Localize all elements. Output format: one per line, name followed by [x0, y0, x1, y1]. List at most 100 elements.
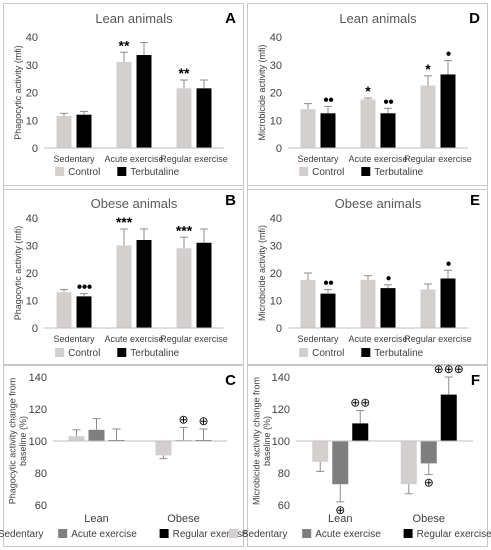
y-tick-label: 40: [270, 32, 282, 44]
significance-marker: ***: [176, 222, 193, 238]
y-tick-label: 100: [272, 436, 290, 448]
panel-letter: C: [225, 372, 236, 389]
legend-label: Control: [312, 348, 344, 359]
legend-label: Terbutaline: [130, 348, 179, 359]
bar-terbutaline: [76, 296, 92, 328]
significance-marker: ●: [445, 258, 451, 269]
bar-control: [56, 292, 72, 328]
legend-label: Control: [68, 348, 100, 359]
legend-label: Terbutaline: [374, 167, 423, 178]
x-tick-label: Obese: [167, 513, 199, 525]
bar-terbutaline: [136, 240, 152, 328]
y-tick-label: 0: [276, 323, 282, 335]
y-tick-label: 10: [270, 296, 282, 308]
bar-terbutaline: [196, 242, 212, 328]
panel-border: [3, 185, 244, 365]
legend-swatch: [58, 529, 68, 538]
y-tick-label: 60: [35, 500, 47, 512]
significance-marker: *: [365, 83, 371, 99]
y-tick-label: 40: [26, 213, 38, 225]
y-axis-label: Phagocytic activity (mfi): [13, 226, 23, 321]
y-tick-label: 60: [278, 500, 290, 512]
x-tick-label: Acute exercise: [348, 334, 407, 344]
legend-swatch: [55, 348, 65, 357]
significance-marker: *: [425, 61, 431, 77]
y-axis-label: Phagocytic activity change frombaseline …: [7, 378, 28, 505]
bar-sedentary: [312, 441, 329, 462]
y-tick-label: 10: [26, 115, 38, 127]
bar-control: [56, 116, 72, 148]
legend-swatch: [228, 529, 238, 538]
significance-marker: ●: [445, 49, 451, 60]
bar-sedentary: [400, 441, 417, 485]
y-tick-label: 140: [29, 372, 47, 384]
significance-marker: ●●: [383, 96, 394, 107]
bar-control: [420, 289, 436, 328]
bar-control: [300, 109, 316, 148]
legend-label: Sedentary: [0, 529, 43, 540]
significance-marker: ⊕: [198, 414, 208, 428]
bar-control: [116, 245, 132, 328]
x-tick-label: Sedentary: [53, 154, 95, 164]
significance-marker: ⊕: [424, 476, 434, 490]
x-tick-label: Sedentary: [297, 334, 339, 344]
y-tick-label: 100: [29, 436, 47, 448]
significance-marker: ***: [116, 214, 133, 230]
significance-marker: ●●●: [76, 282, 92, 293]
bar-sedentary: [68, 436, 85, 441]
legend-swatch: [299, 167, 309, 176]
y-axis-label: Phagocytic activity (mfi): [13, 45, 23, 140]
legend-swatch: [302, 529, 312, 538]
bar-terbutaline: [76, 114, 92, 148]
panel-letter: E: [470, 192, 480, 209]
x-tick-label: Regular exercise: [160, 334, 228, 344]
bar-terbutaline: [380, 288, 396, 328]
bar-acute-exercise: [88, 429, 105, 441]
y-tick-label: 10: [26, 296, 38, 308]
legend-swatch: [361, 167, 371, 176]
panel-border: [3, 3, 244, 190]
y-tick-label: 80: [35, 468, 47, 480]
legend-label: Terbutaline: [130, 167, 179, 178]
bar-control: [176, 248, 192, 328]
y-tick-label: 0: [32, 143, 38, 155]
bar-terbutaline: [136, 55, 152, 148]
significance-marker: ⊕⊕⊕: [434, 362, 464, 376]
legend-swatch: [117, 167, 127, 176]
bar-control: [360, 279, 376, 328]
panel-letter: A: [225, 10, 236, 27]
legend-label: Control: [68, 167, 100, 178]
y-tick-label: 20: [26, 88, 38, 100]
x-tick-label: Acute exercise: [348, 154, 407, 164]
y-tick-label: 30: [26, 241, 38, 253]
legend-label: Terbutaline: [374, 348, 423, 359]
panel-border: [3, 365, 244, 547]
significance-marker: ⊕⊕: [350, 396, 370, 410]
chart-title: Obese animals: [335, 196, 422, 211]
legend-label: Control: [312, 167, 344, 178]
y-tick-label: 120: [29, 404, 47, 416]
bar-terbutaline: [440, 278, 456, 328]
x-tick-label: Acute exercise: [104, 334, 163, 344]
bar-control: [420, 85, 436, 148]
panel-border: [247, 365, 488, 547]
x-tick-label: Obese: [413, 513, 445, 525]
chart-title: Lean animals: [339, 11, 417, 26]
bar-regular-exercise: [352, 423, 369, 441]
panel-border: [247, 185, 488, 365]
y-axis-label-line: baseline (%): [18, 416, 28, 466]
y-tick-label: 20: [270, 88, 282, 100]
legend-swatch: [117, 348, 127, 357]
x-tick-label: Regular exercise: [404, 154, 472, 164]
y-tick-label: 0: [32, 323, 38, 335]
significance-marker: **: [179, 65, 190, 81]
significance-marker: ●●: [323, 278, 334, 289]
significance-marker: ●●: [323, 94, 334, 105]
y-axis-label: Microbicide activity (mfi): [257, 225, 267, 321]
bar-control: [116, 61, 132, 148]
significance-marker: ⊕: [335, 503, 345, 517]
